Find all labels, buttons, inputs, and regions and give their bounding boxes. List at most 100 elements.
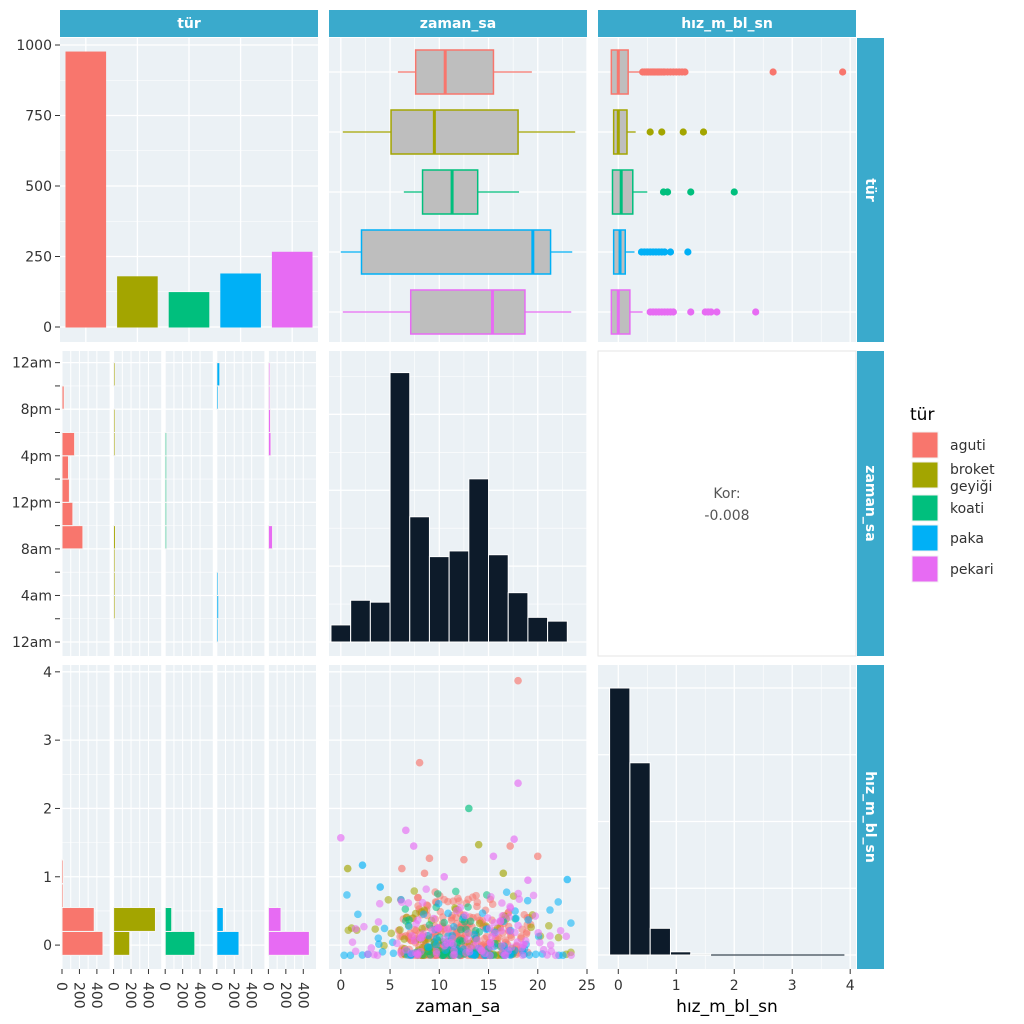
- box-body: [612, 109, 628, 155]
- hist-hiz-bar: [609, 687, 631, 956]
- y-tick-label: 12am: [12, 635, 52, 651]
- x-tick-label: 0: [614, 978, 623, 994]
- box-body: [414, 49, 495, 95]
- strip-right: [857, 665, 884, 969]
- scatter-point: [410, 925, 419, 934]
- scatter-point: [432, 941, 441, 949]
- scatter-point: [551, 951, 560, 960]
- scatter-point: [562, 932, 571, 941]
- scatter-point: [418, 898, 427, 907]
- box-outlier: [669, 308, 677, 316]
- facet-hiz-bar: [61, 930, 104, 956]
- hist-zaman-bar: [527, 616, 549, 643]
- facet-time-bar: [267, 408, 272, 433]
- x-tick-label: 400: [294, 982, 310, 1009]
- scatter-point: [441, 941, 449, 950]
- legend-label: broket geyiği: [950, 462, 995, 495]
- scatter-point: [524, 876, 532, 884]
- scatter-point: [444, 909, 452, 918]
- x-tick-label: 0: [336, 978, 345, 994]
- scatter-point: [443, 925, 452, 934]
- facet-hiz-bar: [164, 930, 196, 956]
- hist-hiz-bar: [649, 927, 671, 956]
- strip-right-label: hız_m_bl_sn: [862, 771, 878, 863]
- facet-time-bar: [113, 408, 116, 433]
- facet-time-bar: [61, 501, 74, 527]
- scatter-point: [498, 899, 506, 907]
- scatter-point: [424, 943, 433, 951]
- scatter-point: [535, 938, 544, 947]
- scatter-point: [396, 926, 404, 934]
- scatter-point: [531, 912, 540, 920]
- scatter-point: [563, 875, 572, 884]
- box-outlier: [699, 128, 708, 136]
- hist-zaman-bar: [409, 516, 430, 643]
- scatter-point: [440, 935, 449, 944]
- legend-label: pekari: [950, 562, 994, 578]
- scatter-point: [401, 905, 410, 913]
- scatter-point: [393, 939, 401, 948]
- scatter-point: [513, 938, 522, 946]
- facet-hiz-bar: [61, 883, 64, 909]
- legend-key: [911, 524, 939, 552]
- facet-time-bar: [61, 431, 76, 457]
- scatter-point: [432, 947, 441, 956]
- scatter-point: [486, 951, 494, 960]
- scatter-point: [358, 861, 367, 869]
- scatter-point: [449, 922, 458, 931]
- bar-count: [65, 51, 107, 328]
- scatter-point: [487, 893, 495, 901]
- scatter-point: [490, 918, 499, 927]
- y-tick-label: 1: [43, 870, 52, 886]
- facet-time-bar: [216, 385, 219, 410]
- y-tick-label: 2: [43, 801, 52, 817]
- scatter-point: [474, 840, 483, 849]
- x-tick-label: 200: [277, 982, 293, 1009]
- facet-time-bar: [164, 455, 168, 480]
- y-tick-label: 250: [25, 250, 52, 266]
- scatter-point: [398, 898, 406, 906]
- scatter-point: [404, 899, 413, 907]
- scatter-point: [500, 951, 509, 959]
- scatter-point: [483, 914, 492, 922]
- box-outlier: [666, 248, 675, 256]
- scatter-point: [546, 941, 555, 949]
- scatter-point: [497, 926, 506, 935]
- scatter-point: [506, 904, 515, 912]
- scatter-point: [527, 923, 535, 932]
- scatter-point: [523, 896, 532, 905]
- facet-hiz-bar: [216, 930, 240, 956]
- strip-top: [60, 10, 318, 37]
- y-tick-label: 4: [43, 665, 52, 681]
- scatter-point: [461, 911, 470, 920]
- y-tick-label: 750: [25, 109, 52, 125]
- scatter-point: [515, 895, 524, 903]
- x-tick-label: 400: [191, 982, 207, 1009]
- scatter-point: [546, 906, 554, 914]
- scatter-point: [375, 899, 384, 908]
- scatter-point: [491, 929, 500, 938]
- panel-corr: [598, 351, 856, 656]
- scatter-point: [499, 869, 508, 878]
- bar-count: [271, 251, 313, 328]
- scatter-point: [389, 949, 398, 958]
- scatter-point: [387, 929, 396, 938]
- hist-zaman-bar: [468, 478, 490, 643]
- scatter-point: [489, 852, 498, 861]
- strip-right-label: zaman_sa: [862, 465, 878, 541]
- scatter-point: [554, 898, 563, 906]
- y-tick-label: 1000: [16, 38, 52, 54]
- facet-bg: [268, 351, 316, 656]
- facet-time-bar: [61, 455, 70, 480]
- y-tick-label: 500: [25, 179, 52, 195]
- facet-bg: [165, 665, 213, 969]
- scatter-point: [496, 917, 505, 926]
- facet-bg: [165, 351, 213, 656]
- scatter-point: [518, 951, 527, 959]
- box-outlier: [730, 188, 738, 196]
- scatter-point: [546, 932, 554, 940]
- facet-hiz-bar: [267, 930, 310, 956]
- scatter-point: [506, 842, 514, 850]
- scatter-point: [556, 926, 565, 935]
- scatter-point: [529, 891, 538, 900]
